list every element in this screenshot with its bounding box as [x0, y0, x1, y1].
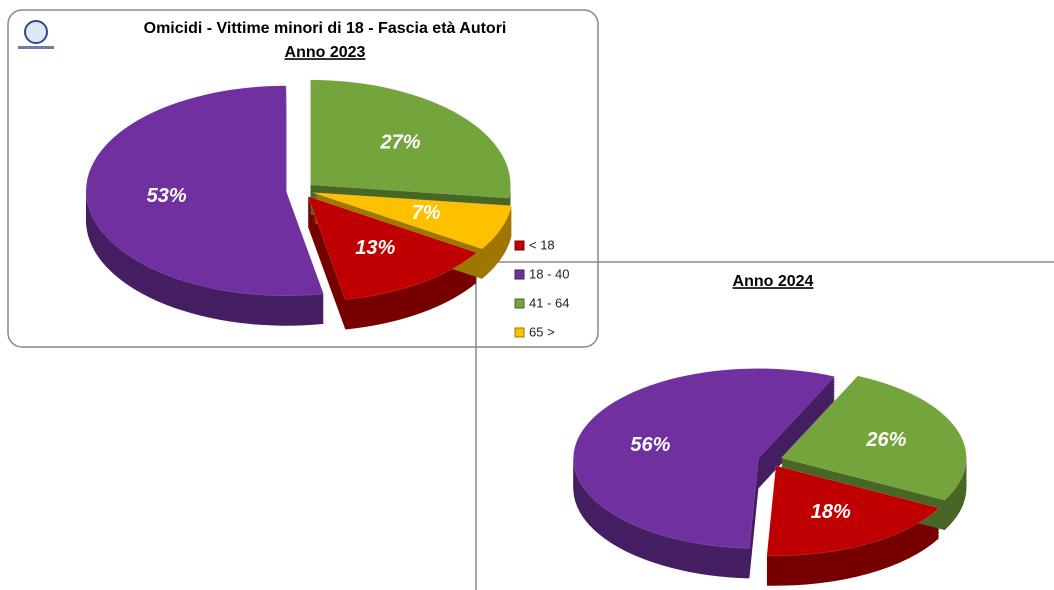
data-label: 27% [379, 132, 420, 154]
data-label: 56% [630, 434, 670, 456]
slice [85, 85, 324, 296]
data-label: 26% [865, 429, 906, 451]
data-label: 18% [811, 501, 851, 523]
slice [310, 79, 511, 199]
legend-swatch [514, 240, 525, 251]
data-label: 53% [147, 185, 187, 207]
legend-swatch [514, 269, 525, 280]
logo [18, 20, 54, 49]
legend-swatch [514, 327, 525, 338]
chart-subtitle: Anno 2023 [285, 44, 366, 61]
legend-label: < 18 [529, 237, 555, 252]
slice [573, 368, 836, 549]
data-label: 7% [412, 202, 441, 224]
chart-title: Omicidi - Vittime minori di 18 - Fascia … [144, 20, 507, 37]
chart-subtitle: Anno 2024 [733, 273, 814, 290]
slice [780, 375, 967, 501]
panel-2023 [7, 9, 599, 348]
legend-label: 65 > [529, 324, 555, 339]
slice [766, 465, 940, 556]
data-label: 13% [355, 237, 395, 259]
legend-label: 41 - 64 [529, 295, 569, 310]
legend-label: 18 - 40 [529, 266, 569, 281]
slice [313, 192, 512, 250]
legend-swatch [514, 298, 525, 309]
slice [307, 195, 478, 300]
